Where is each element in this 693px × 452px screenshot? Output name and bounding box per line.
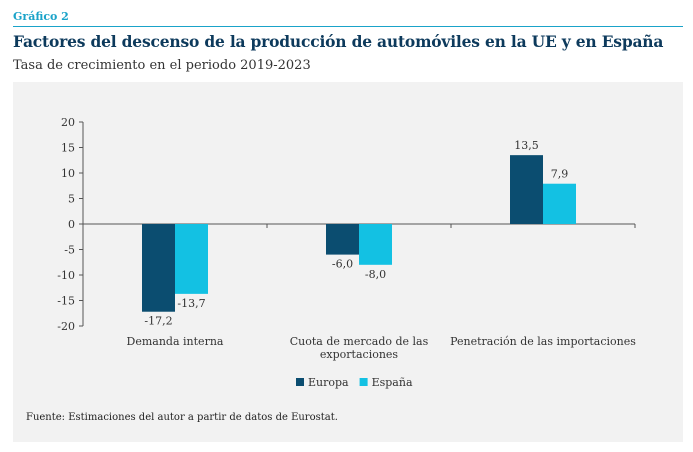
y-tick-label: 0 — [68, 218, 75, 231]
y-tick-label: -20 — [57, 320, 75, 333]
data-label-españa-1: -13,7 — [177, 297, 205, 310]
bar-europa-2 — [326, 224, 359, 255]
y-tick-label: 5 — [68, 193, 75, 206]
data-label-españa-3: 7,9 — [551, 168, 569, 181]
y-tick-label: -15 — [57, 295, 75, 308]
bar-europa-1 — [142, 224, 175, 312]
data-label-europa-3: 13,5 — [514, 139, 539, 152]
chart-subtitle: Tasa de crecimiento en el periodo 2019-2… — [13, 58, 311, 73]
data-label-europa-2: -6,0 — [332, 258, 353, 271]
data-label-europa-1: -17,2 — [144, 315, 172, 328]
legend-swatch-europa — [296, 378, 304, 386]
bar-españa-3 — [543, 183, 576, 224]
legend-label-europa: Europa — [308, 376, 349, 389]
chart-panel: -20 -15 -10 -5 0 5 10 15 20 -17,2 -13,7 Demanda int… — [13, 82, 683, 442]
header-rule — [13, 26, 683, 27]
figure-label: Gráfico 2 — [13, 10, 69, 23]
y-tick-label: 15 — [61, 142, 75, 155]
legend-swatch-españa — [359, 378, 368, 386]
chart-title: Factores del descenso de la producción d… — [13, 32, 664, 51]
y-tick-label: 10 — [61, 167, 75, 180]
bar-españa-2 — [359, 224, 392, 265]
y-tick-label: -5 — [64, 244, 75, 257]
x-category-label: Demanda interna — [127, 335, 224, 348]
legend-label-españa: España — [372, 376, 413, 389]
y-tick-label: 20 — [61, 116, 75, 129]
data-label-españa-2: -8,0 — [365, 268, 386, 281]
bar-españa-1 — [175, 224, 208, 294]
y-tick-label: -10 — [57, 269, 75, 282]
x-category-label: Cuota de mercado de las — [290, 335, 429, 348]
bar-chart: -20 -15 -10 -5 0 5 10 15 20 -17,2 -13,7 Demanda int… — [57, 116, 636, 389]
source-note: Fuente: Estimaciones del autor a partir … — [26, 412, 338, 423]
x-category-label: Penetración de las importaciones — [450, 335, 636, 348]
bar-europa-3 — [510, 155, 543, 224]
x-category-label: exportaciones — [320, 348, 399, 361]
